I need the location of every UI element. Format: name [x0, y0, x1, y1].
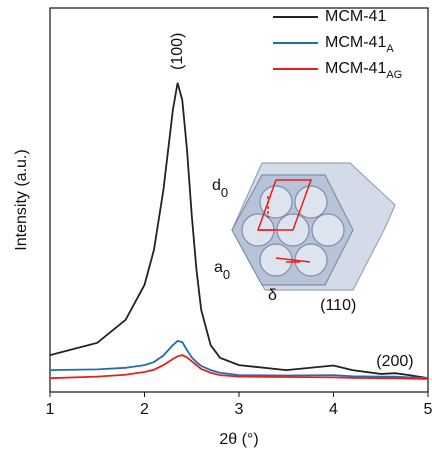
inset-label-subscript: 0 — [221, 185, 228, 200]
legend-label-subscript: A — [386, 43, 394, 55]
x-tick-label: 2 — [140, 401, 149, 418]
legend-label: MCM-41A — [325, 34, 394, 55]
x-axis-label: 2θ (°) — [219, 431, 258, 448]
inset-label-base: d — [212, 177, 221, 194]
x-tick-label: 5 — [424, 401, 432, 418]
series-line — [49, 82, 429, 380]
legend-label: MCM-41AG — [325, 60, 402, 81]
x-tick-label: 1 — [46, 401, 55, 418]
inset-label-subscript: 0 — [223, 267, 230, 282]
annotation: (100) — [169, 33, 186, 70]
series-line — [49, 339, 429, 380]
x-tick-label: 4 — [329, 401, 338, 418]
legend-label-subscript: AG — [386, 69, 402, 81]
inset-label: a0 — [214, 259, 230, 282]
annotation: (200) — [376, 353, 413, 370]
legend-label-base: MCM-41 — [325, 8, 386, 25]
legend-label-base: MCM-41 — [325, 60, 386, 77]
y-axis-label: Intensity (a.u.) — [13, 149, 30, 250]
inset-label: δ — [268, 287, 277, 304]
inset-label-base: a — [214, 259, 223, 276]
inset-label: d0 — [212, 177, 228, 200]
inset-diagram — [231, 162, 396, 291]
annotation: (110) — [320, 297, 356, 314]
legend-label: MCM-41 — [325, 8, 386, 25]
series-line — [49, 354, 429, 380]
inset-label-base: δ — [268, 287, 277, 304]
legend-label-base: MCM-41 — [325, 34, 386, 51]
x-tick-label: 3 — [235, 401, 244, 418]
